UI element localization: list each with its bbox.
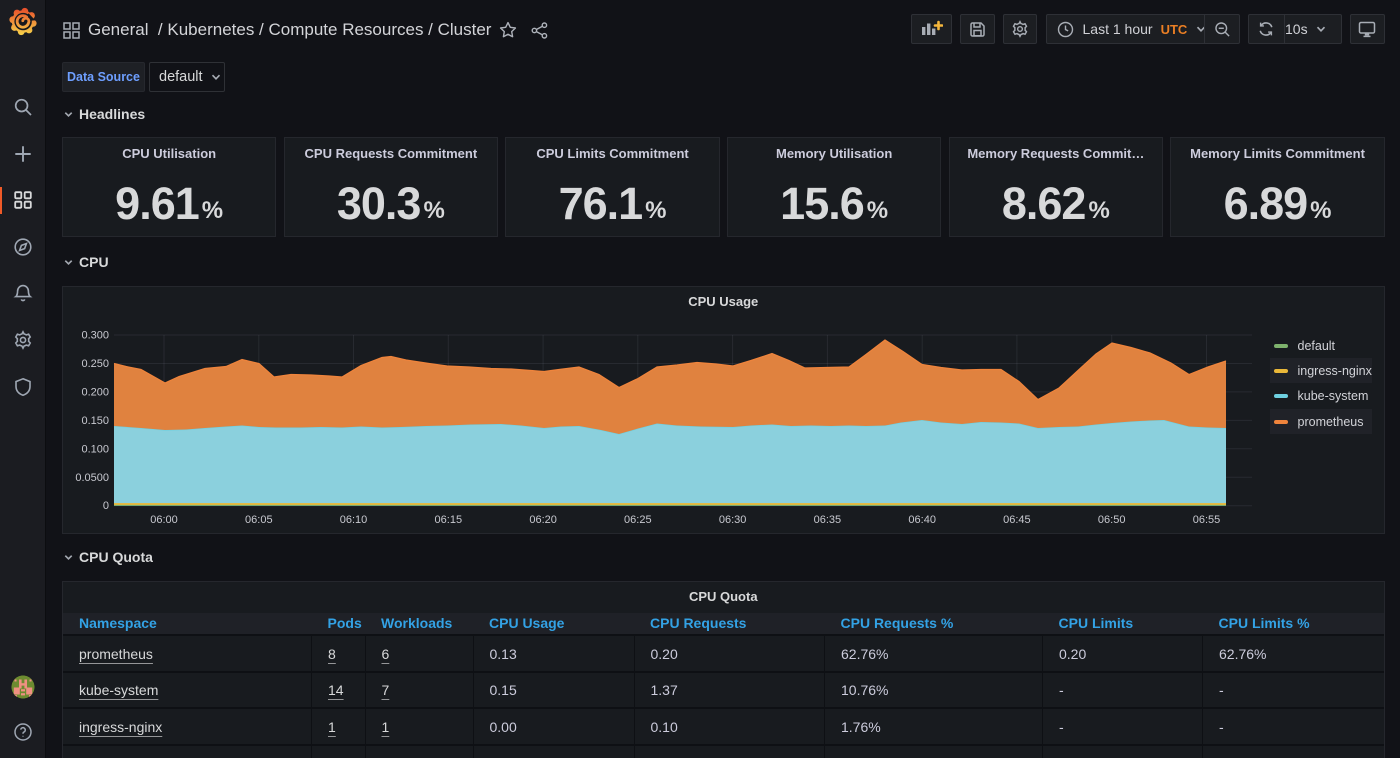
svg-text:06:45: 06:45 (1003, 514, 1031, 526)
svg-text:0.0500: 0.0500 (75, 471, 109, 483)
svg-text:06:10: 06:10 (340, 514, 368, 526)
svg-text:06:00: 06:00 (150, 514, 178, 526)
svg-text:06:35: 06:35 (814, 514, 842, 526)
svg-text:0: 0 (103, 500, 109, 512)
svg-text:06:30: 06:30 (719, 514, 747, 526)
svg-text:0.300: 0.300 (81, 329, 109, 341)
svg-text:06:40: 06:40 (908, 514, 936, 526)
svg-text:06:25: 06:25 (624, 514, 652, 526)
svg-text:06:15: 06:15 (435, 514, 463, 526)
svg-text:06:50: 06:50 (1098, 514, 1126, 526)
svg-text:06:20: 06:20 (529, 514, 557, 526)
svg-text:06:55: 06:55 (1193, 514, 1221, 526)
svg-text:0.150: 0.150 (81, 414, 109, 426)
svg-text:0.200: 0.200 (81, 386, 109, 398)
svg-text:0.100: 0.100 (81, 443, 109, 455)
svg-text:0.250: 0.250 (81, 358, 109, 370)
svg-text:06:05: 06:05 (245, 514, 273, 526)
